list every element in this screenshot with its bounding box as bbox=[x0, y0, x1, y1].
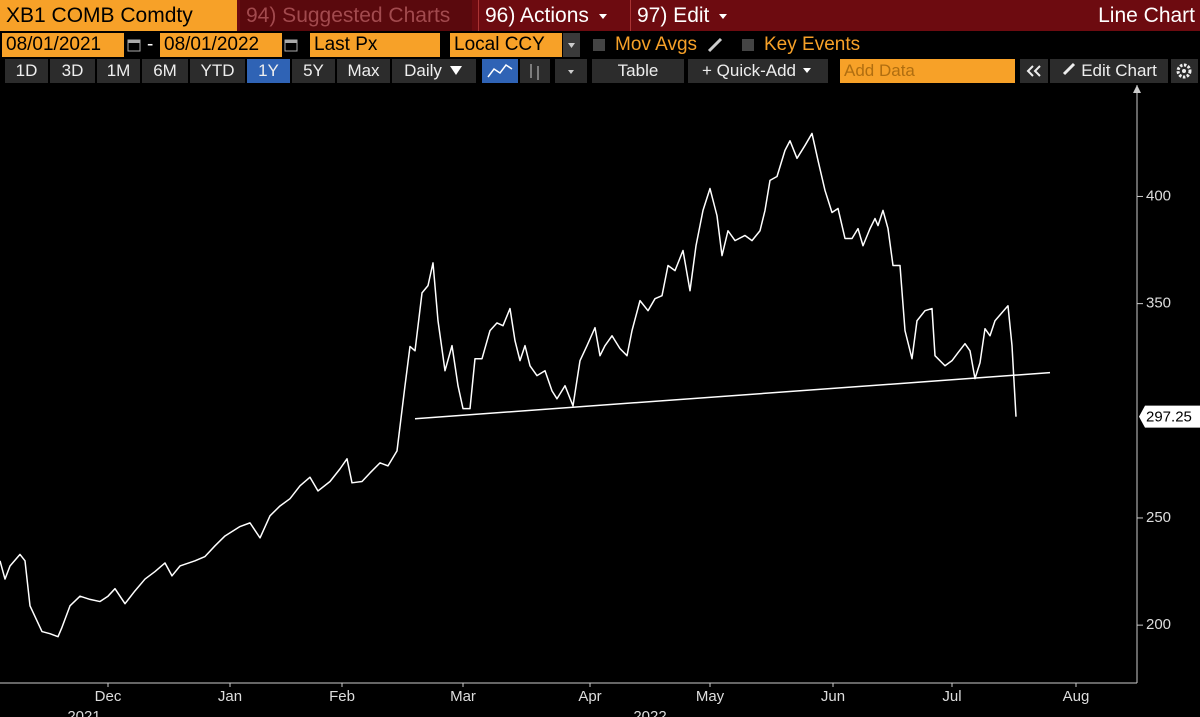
start-date[interactable]: 08/01/2021 bbox=[2, 33, 124, 57]
line-chart-icon[interactable] bbox=[482, 59, 518, 83]
quick-add[interactable]: + Quick-Add bbox=[688, 59, 828, 83]
field-box[interactable]: Last Px bbox=[310, 33, 440, 57]
pencil-icon[interactable] bbox=[706, 37, 724, 53]
x-year-label: 2021 bbox=[67, 708, 100, 717]
calendar-icon[interactable] bbox=[127, 38, 141, 52]
caret bbox=[598, 14, 607, 19]
end-date[interactable]: 08/01/2022 bbox=[160, 33, 282, 57]
period-button[interactable]: 5Y bbox=[292, 59, 335, 83]
axis-arrow bbox=[1133, 85, 1141, 93]
period-button[interactable]: YTD bbox=[190, 59, 245, 83]
period-button[interactable]: 1Y bbox=[247, 59, 290, 83]
view-name: Line Chart bbox=[1098, 4, 1195, 27]
last-value-label: 297.25 bbox=[1146, 409, 1192, 426]
security-box[interactable]: XB1 COMB Comdty bbox=[0, 0, 237, 31]
mov-avgs[interactable]: Mov Avgs bbox=[615, 34, 698, 55]
x-tick-label: Apr bbox=[578, 688, 601, 705]
trend-line bbox=[414, 371, 1051, 420]
price-line bbox=[0, 132, 1017, 638]
y-tick-label: 350 bbox=[1146, 295, 1171, 312]
period-button[interactable]: 3D bbox=[50, 59, 95, 83]
last-value-box bbox=[1139, 405, 1200, 428]
key-events[interactable]: Key Events bbox=[764, 34, 861, 55]
table-button[interactable]: Table bbox=[592, 59, 684, 83]
checkbox[interactable] bbox=[741, 38, 755, 52]
suggested-charts[interactable]: 94) Suggested Charts bbox=[240, 0, 472, 31]
x-tick-label: Aug bbox=[1063, 688, 1090, 705]
currency-dropdown[interactable] bbox=[563, 33, 580, 57]
caret bbox=[803, 68, 811, 73]
x-tick-label: Jul bbox=[942, 688, 961, 705]
checkbox[interactable] bbox=[592, 38, 606, 52]
edit-chart-label: Edit Chart bbox=[1081, 61, 1157, 80]
calendar-icon[interactable] bbox=[284, 38, 298, 52]
actions-menu[interactable]: 96) Actions bbox=[478, 0, 626, 31]
chart: 200 250 350 400 Dec Jan Feb Mar Apr May Jun Jul Aug 2… bbox=[0, 85, 1200, 717]
chart-type-dropdown[interactable] bbox=[555, 59, 587, 83]
edit-menu[interactable]: 97) Edit bbox=[630, 0, 738, 31]
y-tick-label: 250 bbox=[1146, 509, 1171, 526]
x-year-label: 2022 bbox=[633, 708, 666, 717]
period-button[interactable]: 1D bbox=[5, 59, 48, 83]
frequency-label: Daily bbox=[404, 61, 442, 80]
caret bbox=[719, 14, 728, 19]
x-tick-label: Jun bbox=[821, 688, 845, 705]
period-button[interactable]: 1M bbox=[97, 59, 140, 83]
x-tick-label: Jan bbox=[218, 688, 242, 705]
quick-add-label: + Quick-Add bbox=[701, 61, 796, 80]
y-tick-label: 400 bbox=[1146, 187, 1171, 204]
add-data-input[interactable]: Add Data bbox=[840, 59, 1015, 83]
date-separator: - bbox=[147, 34, 154, 55]
caret bbox=[449, 66, 462, 75]
edit-chart[interactable]: Edit Chart bbox=[1050, 59, 1168, 83]
x-tick-label: Mar bbox=[450, 688, 476, 705]
period-button[interactable]: 6M bbox=[142, 59, 188, 83]
x-tick-label: Feb bbox=[329, 688, 355, 705]
settings-icon[interactable] bbox=[1171, 59, 1198, 83]
edit-label: 97) Edit bbox=[637, 4, 710, 27]
period-button[interactable]: Max bbox=[337, 59, 390, 83]
title-bar: XB1 COMB Comdty 94) Suggested Charts 96)… bbox=[0, 0, 1200, 31]
bar-chart-icon[interactable] bbox=[520, 59, 550, 83]
x-tick-label: Dec bbox=[95, 688, 122, 705]
collapse-icon[interactable] bbox=[1020, 59, 1048, 83]
frequency[interactable]: Daily bbox=[392, 59, 476, 83]
x-tick-label: May bbox=[696, 688, 725, 705]
y-tick-label: 200 bbox=[1146, 616, 1171, 633]
actions-label: 96) Actions bbox=[485, 4, 589, 27]
currency-box[interactable]: Local CCY bbox=[450, 33, 562, 57]
pencil-icon bbox=[1063, 62, 1076, 76]
